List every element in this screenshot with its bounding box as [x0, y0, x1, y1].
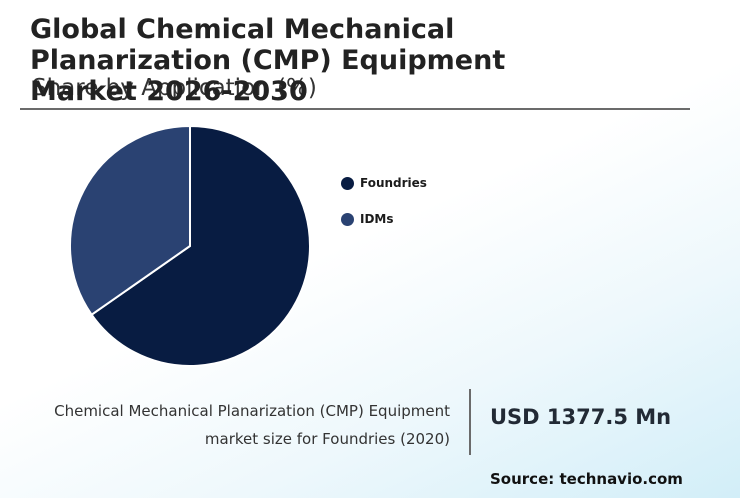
- footer-divider: [469, 389, 471, 455]
- caption-line-1: Chemical Mechanical Planarization (CMP) …: [54, 402, 450, 420]
- legend-label-idms: IDMs: [360, 212, 394, 226]
- chart-subtitle: Share by Application (%): [32, 75, 317, 101]
- legend-swatch-foundries: [341, 176, 354, 190]
- market-size-caption: Chemical Mechanical Planarization (CMP) …: [20, 397, 450, 453]
- pie-slice-idms: [69, 124, 191, 317]
- legend-swatch-idms: [341, 212, 354, 226]
- market-value: USD 1377.5 Mn: [490, 405, 672, 429]
- legend-item-idms: IDMs: [341, 211, 427, 227]
- pie-chart: [69, 124, 311, 367]
- chart-title: Global Chemical Mechanical Planarization…: [30, 14, 506, 107]
- pie-slice-foundries: [90, 124, 311, 367]
- caption-line-2: market size for Foundries (2020): [204, 430, 450, 448]
- title-divider: [20, 108, 690, 110]
- source-credit: Source: technavio.com: [490, 470, 683, 488]
- legend-label-foundries: Foundries: [360, 176, 427, 190]
- legend-item-foundries: Foundries: [341, 175, 427, 191]
- legend: Foundries IDMs: [341, 175, 427, 247]
